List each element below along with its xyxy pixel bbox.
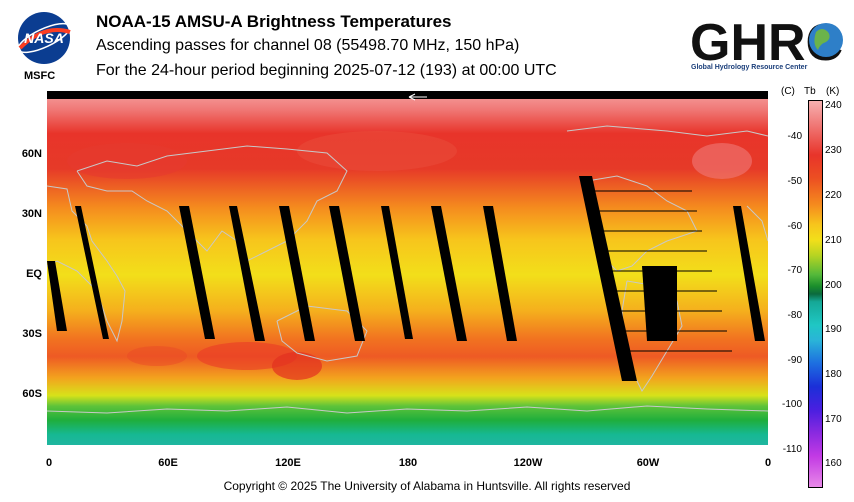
lon-label-0: 0 bbox=[45, 457, 53, 469]
brightness-temperature-map bbox=[46, 91, 769, 445]
kelvin-tick: 230 bbox=[825, 145, 842, 156]
ghrc-subtitle: Global Hydrology Resource Center bbox=[691, 64, 808, 71]
colorbar-celsius-ticks: -40 -50 -60 -70 -80 -90 -100 -110 bbox=[772, 100, 802, 486]
chart-subtitle: Ascending passes for channel 08 (55498.7… bbox=[96, 37, 520, 54]
celsius-tick: -100 bbox=[781, 399, 802, 410]
lon-label-120w: 120W bbox=[513, 457, 543, 469]
lat-label-30s: 30S bbox=[22, 328, 42, 340]
msfc-label: MSFC bbox=[24, 70, 56, 82]
kelvin-tick: 180 bbox=[825, 369, 842, 380]
lat-label-60s: 60S bbox=[22, 388, 42, 400]
kelvin-tick: 210 bbox=[825, 235, 842, 246]
ghrc-logo: GHRC bbox=[688, 10, 848, 72]
celsius-tick: -70 bbox=[787, 265, 802, 276]
kelvin-tick: 190 bbox=[825, 324, 842, 335]
colorbar-kelvin-ticks: 240 230 220 210 200 190 180 170 160 bbox=[825, 100, 853, 486]
lat-label-60n: 60N bbox=[21, 148, 42, 160]
celsius-tick: -110 bbox=[782, 444, 802, 455]
colorbar-header-k: (K) bbox=[826, 86, 840, 97]
time-period: For the 24-hour period beginning 2025-07… bbox=[96, 62, 557, 79]
lat-label-30n: 30N bbox=[21, 208, 42, 220]
colorbar bbox=[808, 100, 823, 488]
copyright-notice: Copyright © 2025 The University of Alaba… bbox=[223, 479, 631, 493]
lat-label-eq: EQ bbox=[26, 268, 42, 280]
lon-label-60w: 60W bbox=[636, 457, 660, 469]
celsius-tick: -60 bbox=[787, 221, 802, 232]
celsius-tick: -50 bbox=[787, 176, 802, 187]
lon-label-120e: 120E bbox=[275, 457, 301, 469]
kelvin-tick: 240 bbox=[825, 100, 842, 111]
kelvin-tick: 200 bbox=[825, 280, 842, 291]
colorbar-header-c: (C) bbox=[781, 86, 795, 97]
nasa-logo: NASA bbox=[14, 10, 74, 70]
chart-title: NOAA-15 AMSU-A Brightness Temperatures bbox=[96, 12, 452, 31]
colorbar-header-tb: Tb bbox=[804, 86, 816, 97]
celsius-tick: -40 bbox=[787, 131, 802, 142]
lon-label-180: 180 bbox=[398, 457, 418, 469]
kelvin-tick: 160 bbox=[825, 458, 842, 469]
lon-label-0-right: 0 bbox=[764, 457, 772, 469]
lon-label-60e: 60E bbox=[158, 457, 178, 469]
kelvin-tick: 170 bbox=[825, 414, 842, 425]
kelvin-tick: 220 bbox=[825, 190, 842, 201]
svg-text:NASA: NASA bbox=[24, 30, 64, 46]
celsius-tick: -90 bbox=[787, 355, 802, 366]
celsius-tick: -80 bbox=[787, 310, 802, 321]
